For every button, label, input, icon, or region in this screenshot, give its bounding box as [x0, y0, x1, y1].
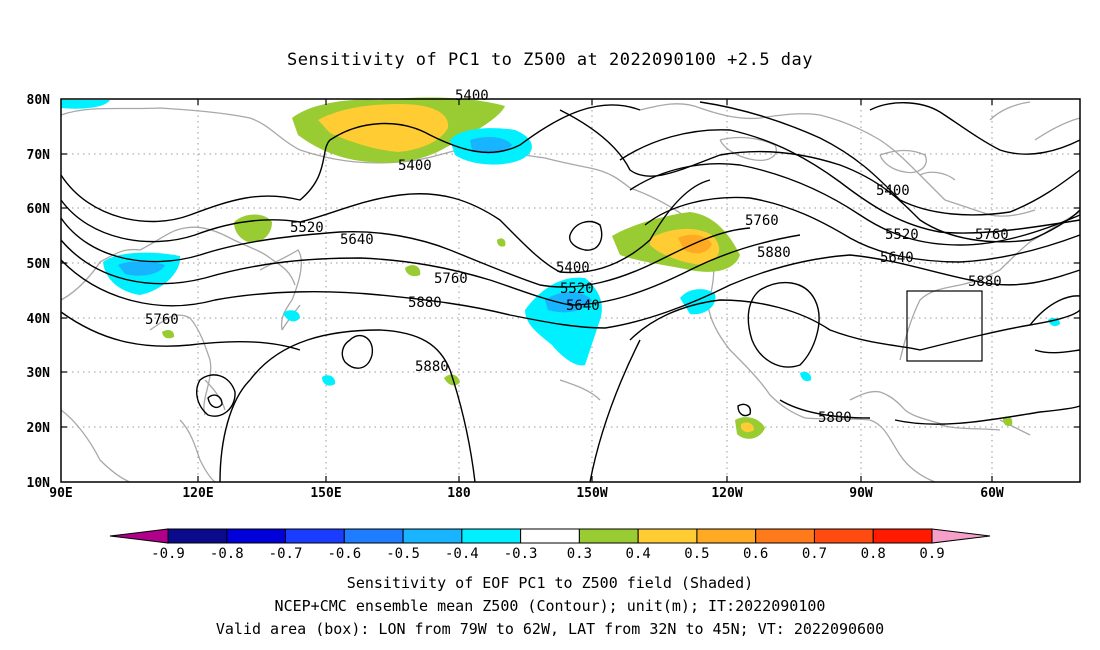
contour-label: 5520: [560, 281, 594, 297]
lon-label: 60W: [980, 486, 1004, 501]
colorbar-box: [696, 528, 757, 544]
colorbar-tick-label: 0.7: [802, 546, 827, 562]
contour-label: 5760: [434, 271, 468, 287]
map-title: Sensitivity of PC1 to Z500 at 2022090100…: [286, 50, 813, 70]
coastlines: [60, 101, 1081, 483]
colorbar-tick-label: 0.6: [743, 546, 768, 562]
colorbar-box: [402, 528, 463, 544]
colorbar-tick-label: -0.5: [386, 546, 420, 562]
contour-labels: 5400 5520 5640 5760 5880 5400 5520 5640 …: [145, 88, 1009, 426]
map-frame: [60, 98, 1081, 483]
contour-label: 5760: [145, 312, 179, 328]
lat-label: 70N: [27, 148, 51, 163]
colorbar-tick-label: 0.3: [567, 546, 592, 562]
lon-label: 120W: [711, 486, 742, 501]
lat-label: 50N: [27, 257, 51, 272]
shade-blob-1: [283, 310, 300, 322]
shade-blob-3: [444, 374, 460, 386]
shade-arctic-positive-core: [318, 104, 449, 152]
contour-label: 5640: [340, 232, 374, 248]
z500-contours: [60, 101, 1081, 483]
valid-area-box: [906, 290, 983, 362]
caption-contour: NCEP+CMC ensemble mean Z500 (Contour); u…: [274, 597, 826, 615]
colorbar: -0.9 -0.8 -0.7 -0.6 -0.5 -0.4 -0.3 0.3 0.4 0.5 0.6…: [109, 528, 991, 562]
shade-blob-2: [322, 375, 336, 386]
colorbar-tick-label: -0.7: [269, 546, 303, 562]
shade-blob-8: [1003, 416, 1013, 427]
contour-label: 5400: [556, 260, 590, 276]
contour-label: 5760: [745, 213, 779, 229]
contour-label: 5640: [880, 250, 914, 266]
colorbar-box: [226, 528, 287, 544]
shade-blob-9: [497, 238, 506, 247]
lat-label: 30N: [27, 366, 51, 381]
colorbar-upper-extend: [931, 528, 991, 544]
contour-label: 5400: [455, 88, 489, 104]
colorbar-tick-label: -0.8: [210, 546, 244, 562]
shade-arctic-negative-core: [470, 137, 512, 154]
colorbar-tick-label: 0.9: [919, 546, 944, 562]
colorbar-box: [872, 528, 933, 544]
shade-west-negative: [680, 289, 716, 315]
lon-label: 90W: [849, 486, 873, 501]
shade-blob-7: [162, 329, 175, 339]
contour-label: 5880: [757, 245, 791, 261]
shade-mex-positive-core: [741, 422, 754, 433]
shade-blob-6: [800, 371, 812, 382]
colorbar-tick-label: -0.6: [327, 546, 361, 562]
shade-top-left: [61, 100, 110, 109]
contour-label: 5400: [398, 158, 432, 174]
lon-label: 120E: [182, 486, 213, 501]
colorbar-tick-label: 0.8: [861, 546, 886, 562]
caption-shading: Sensitivity of EOF PC1 to Z500 field (Sh…: [346, 574, 754, 592]
contour-label: 5520: [885, 227, 919, 243]
colorbar-box: [343, 528, 404, 544]
colorbar-box: [755, 528, 815, 544]
shade-blob-4: [405, 265, 421, 277]
lat-label: 10N: [27, 476, 51, 491]
colorbar-box: [285, 528, 345, 544]
lat-label: 60N: [27, 202, 51, 217]
colorbar-box: [813, 528, 874, 544]
lon-label: 150W: [576, 486, 607, 501]
colorbar-lower-extend: [109, 528, 169, 544]
contour-label: 5640: [566, 298, 600, 314]
lon-label: 150E: [310, 486, 341, 501]
contour-label: 5400: [876, 183, 910, 199]
contour-label: 5520: [290, 220, 324, 236]
contour-label: 5880: [408, 295, 442, 311]
shade-asia-negative-core: [118, 261, 165, 276]
colorbar-box: [578, 528, 639, 544]
colorbar-tick-label: 0.5: [684, 546, 709, 562]
contour-label: 5760: [975, 227, 1009, 243]
contour-label: 5880: [818, 410, 852, 426]
colorbar-box: [461, 528, 522, 544]
lat-label: 20N: [27, 421, 51, 436]
contour-label: 5880: [968, 274, 1002, 290]
colorbar-tick-label: -0.3: [504, 546, 538, 562]
contour-label: 5880: [415, 359, 449, 375]
lon-label: 180: [447, 486, 471, 501]
colorbar-box: [637, 528, 698, 544]
caption-valid-area: Valid area (box): LON from 79W to 62W, L…: [215, 620, 885, 638]
colorbar-box: [520, 528, 580, 544]
lon-label: 90E: [49, 486, 72, 501]
colorbar-tick-label: -0.4: [445, 546, 479, 562]
colorbar-box: [167, 528, 228, 544]
shade-pacific-negative-core: [545, 291, 592, 313]
colorbar-tick-label: -0.9: [151, 546, 185, 562]
lat-label: 80N: [27, 93, 51, 108]
colorbar-tick-label: 0.4: [626, 546, 651, 562]
lat-label: 40N: [27, 312, 51, 327]
